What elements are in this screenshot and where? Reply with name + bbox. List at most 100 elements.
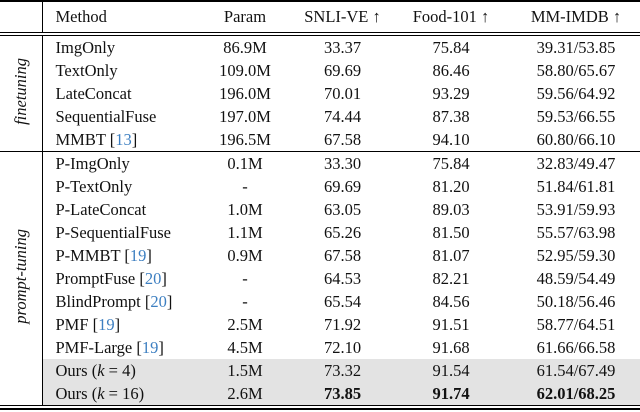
citation-link[interactable]: 20 xyxy=(144,268,162,288)
snli-cell: 63.05 xyxy=(323,199,362,219)
snli-cell: 72.10 xyxy=(323,337,362,357)
food-cell: 82.21 xyxy=(432,268,470,288)
param-cell: - xyxy=(242,268,248,288)
imdb-cell: 59.53/66.55 xyxy=(536,106,616,126)
method-text: P-LateConcat xyxy=(55,199,147,219)
imdb-cell: 59.56/64.92 xyxy=(536,83,616,103)
param-cell: 2.6M xyxy=(195,382,295,406)
table-row-ours-k4: Ours (k = 4) 1.5M 73.32 91.54 61.54/67.4… xyxy=(0,359,640,382)
table-row: LateConcat 196.0M 70.01 93.29 59.56/64.9… xyxy=(0,82,640,105)
citation-link[interactable]: 19 xyxy=(129,245,147,265)
snli-cell: 73.32 xyxy=(295,359,390,382)
method-text: LateConcat xyxy=(55,83,132,103)
col-header-snli-ve: SNLI-VE ↑ xyxy=(295,1,390,36)
method-text: Ours ( xyxy=(55,383,98,403)
param-cell: - xyxy=(242,291,248,311)
method-cell: ImgOnly xyxy=(42,34,195,59)
food-cell: 91.74 xyxy=(390,382,512,406)
param-cell: 4.5M xyxy=(227,337,263,357)
food-cell: 87.38 xyxy=(432,106,470,126)
col-header-mm-imdb: MM-IMDB ↑ xyxy=(512,1,640,36)
param-cell: - xyxy=(242,176,248,196)
snli-cell: 65.54 xyxy=(323,291,362,311)
param-cell: 196.5M xyxy=(219,129,271,149)
method-text: k xyxy=(97,360,105,380)
snli-cell: 74.44 xyxy=(323,106,362,126)
method-text: PromptFuse [ xyxy=(55,268,145,288)
section-cell-prompt-tuning: prompt-tuning xyxy=(0,151,43,406)
citation-link[interactable]: 19 xyxy=(141,337,159,357)
food-cell: 84.56 xyxy=(432,291,470,311)
col-header-food-101: Food-101 ↑ xyxy=(390,1,512,36)
method-text: k xyxy=(97,383,105,403)
table-row: P-TextOnly - 69.69 81.20 51.84/61.81 xyxy=(0,175,640,198)
method-text: Ours ( xyxy=(55,360,98,380)
food-cell: 91.68 xyxy=(432,337,470,357)
section-cell-finetuning: finetuning xyxy=(0,34,43,152)
snli-cell: 33.37 xyxy=(323,37,362,57)
method-text: ImgOnly xyxy=(55,37,116,57)
food-cell: 94.10 xyxy=(432,129,470,149)
food-cell: 75.84 xyxy=(390,151,512,175)
snli-cell: 70.01 xyxy=(323,83,362,103)
param-cell: 86.9M xyxy=(223,37,267,57)
method-cell: P-TextOnly xyxy=(42,175,195,198)
table-row: prompt-tuning P-ImgOnly 0.1M 33.30 75.84… xyxy=(0,151,640,406)
method-text: = 4) xyxy=(104,360,136,380)
section-label-finetuning: finetuning xyxy=(10,57,30,125)
section-column-header xyxy=(0,1,43,36)
method-cell: PMF [19] xyxy=(42,313,195,336)
imdb-cell: 61.66/66.58 xyxy=(536,337,616,357)
param-cell: 0.1M xyxy=(195,151,295,175)
citation-link[interactable]: 13 xyxy=(115,129,132,149)
header-row: Method Param SNLI-VE ↑ Food-101 ↑ MM-IMD… xyxy=(0,1,640,36)
method-cell: MMBT [13] xyxy=(42,128,195,152)
table-row: BlindPrompt [20] - 65.54 84.56 50.18/56.… xyxy=(0,290,640,313)
table-bottom-rule xyxy=(0,408,640,410)
table-row: finetuning ImgOnly 86.9M 33.37 75.84 39.… xyxy=(0,34,640,152)
table-row: SequentialFuse 197.0M 74.44 87.38 59.53/… xyxy=(0,105,640,128)
imdb-cell: 32.83/49.47 xyxy=(512,151,640,175)
param-cell: 1.0M xyxy=(227,199,263,219)
imdb-cell: 39.31/53.85 xyxy=(536,37,616,57)
method-text: PMF-Large [ xyxy=(55,337,142,357)
imdb-cell: 55.57/63.98 xyxy=(536,222,616,242)
food-cell: 93.29 xyxy=(432,83,470,103)
snli-cell: 64.53 xyxy=(323,268,362,288)
method-text: ] xyxy=(114,314,121,334)
method-text: TextOnly xyxy=(55,60,118,80)
imdb-cell: 52.95/59.30 xyxy=(536,245,616,265)
method-text: PMF [ xyxy=(55,314,99,334)
snli-cell: 67.58 xyxy=(323,245,362,265)
method-text: ] xyxy=(146,245,152,265)
method-text: ] xyxy=(131,129,138,149)
table-row: PMF-Large [19] 4.5M 72.10 91.68 61.66/66… xyxy=(0,336,640,359)
method-text: ] xyxy=(158,337,164,357)
method-text: MMBT [ xyxy=(55,129,116,149)
food-cell: 81.50 xyxy=(432,222,470,242)
method-text: P-TextOnly xyxy=(55,176,133,196)
method-cell: P-SequentialFuse xyxy=(42,221,195,244)
table-row: P-MMBT [19] 0.9M 67.58 81.07 52.95/59.30 xyxy=(0,244,640,267)
table-row: TextOnly 109.0M 69.69 86.46 58.80/65.67 xyxy=(0,59,640,82)
table-row: PMF [19] 2.5M 71.92 91.51 58.77/64.51 xyxy=(0,313,640,336)
imdb-cell: 60.80/66.10 xyxy=(536,129,616,149)
food-cell: 86.46 xyxy=(432,60,470,80)
imdb-cell: 61.54/67.49 xyxy=(512,359,640,382)
snli-cell: 69.69 xyxy=(323,60,362,80)
method-cell: P-MMBT [19] xyxy=(42,244,195,267)
method-text: ] xyxy=(161,268,167,288)
citation-link[interactable]: 20 xyxy=(150,291,167,311)
citation-link[interactable]: 19 xyxy=(98,314,115,334)
imdb-cell: 51.84/61.81 xyxy=(536,176,616,196)
snli-cell: 65.26 xyxy=(323,222,362,242)
param-cell: 2.5M xyxy=(227,314,263,334)
food-cell: 81.07 xyxy=(432,245,470,265)
snli-cell: 71.92 xyxy=(323,314,362,334)
food-cell: 75.84 xyxy=(432,37,470,57)
table-row: MMBT [13] 196.5M 67.58 94.10 60.80/66.10 xyxy=(0,128,640,152)
imdb-cell: 53.91/59.93 xyxy=(536,199,616,219)
method-cell: BlindPrompt [20] xyxy=(42,290,195,313)
